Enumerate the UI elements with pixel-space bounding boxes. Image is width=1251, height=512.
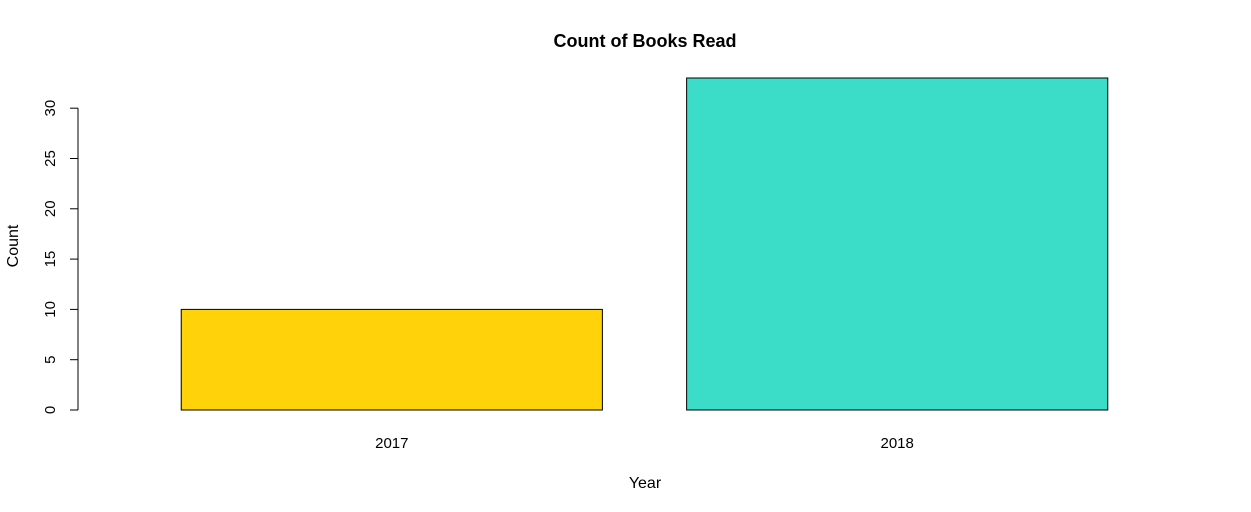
bar-2017 <box>180 308 603 411</box>
bars <box>180 77 1109 411</box>
y-tick-label: 5 <box>42 356 59 364</box>
y-tick-label: 10 <box>42 301 59 318</box>
x-tick-label: 2018 <box>881 435 914 452</box>
y-tick-label: 20 <box>42 200 59 217</box>
bar-2018 <box>686 77 1109 411</box>
y-axis: 0 5 10 15 20 25 30 <box>42 100 79 414</box>
chart-title: Count of Books Read <box>554 31 737 51</box>
x-tick-label: 2017 <box>375 435 408 452</box>
y-tick-label: 25 <box>42 150 59 167</box>
y-tick-label: 0 <box>42 406 59 414</box>
x-axis-label: Year <box>629 475 662 492</box>
y-tick-label: 15 <box>42 251 59 268</box>
y-tick-label: 30 <box>42 100 59 117</box>
x-axis-ticks: 2017 2018 <box>375 435 914 452</box>
y-axis-label: Count <box>5 224 22 267</box>
